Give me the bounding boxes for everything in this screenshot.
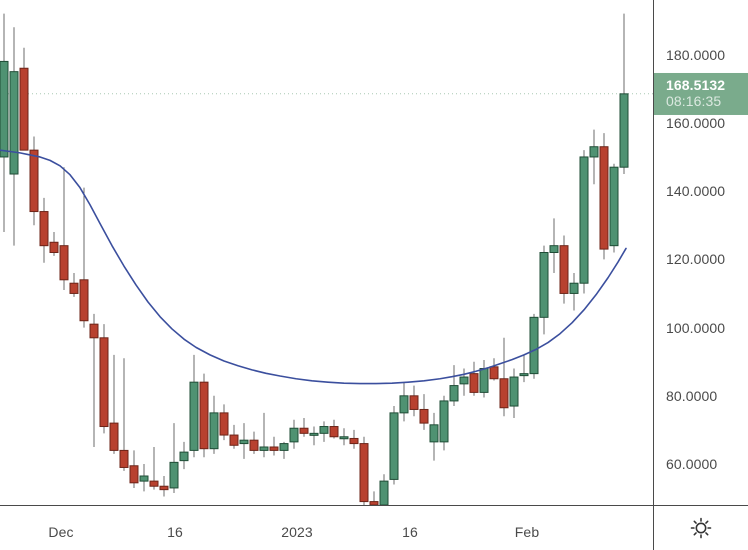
current-price-time: 08:16:35 xyxy=(666,93,722,110)
price-tick: 160.0000 xyxy=(666,114,726,131)
gear-icon xyxy=(690,517,712,539)
price-tick: 60.0000 xyxy=(666,456,718,473)
price-tick: 100.0000 xyxy=(666,319,726,336)
current-price-value: 168.5132 xyxy=(666,76,726,93)
time-tick: 2023 xyxy=(281,524,313,540)
time-axis[interactable]: Dec 16 2023 16 Feb xyxy=(0,505,653,550)
chart-settings-button[interactable] xyxy=(653,505,748,550)
time-tick: Feb xyxy=(514,524,540,540)
chart-canvas xyxy=(0,13,653,505)
price-tick: 120.0000 xyxy=(666,251,726,268)
price-tick: 180.0000 xyxy=(666,46,726,63)
price-tick: 140.0000 xyxy=(666,183,726,200)
chart-plot-area[interactable] xyxy=(0,0,653,505)
price-tick: 80.0000 xyxy=(666,387,718,404)
time-tick: 16 xyxy=(167,524,183,540)
time-tick: Dec xyxy=(48,524,74,540)
time-tick: 16 xyxy=(402,524,418,540)
current-price-badge: 168.5132 08:16:35 xyxy=(654,72,748,115)
price-axis[interactable]: 180.0000 160.0000 140.0000 120.0000 100.0000… xyxy=(653,0,748,505)
